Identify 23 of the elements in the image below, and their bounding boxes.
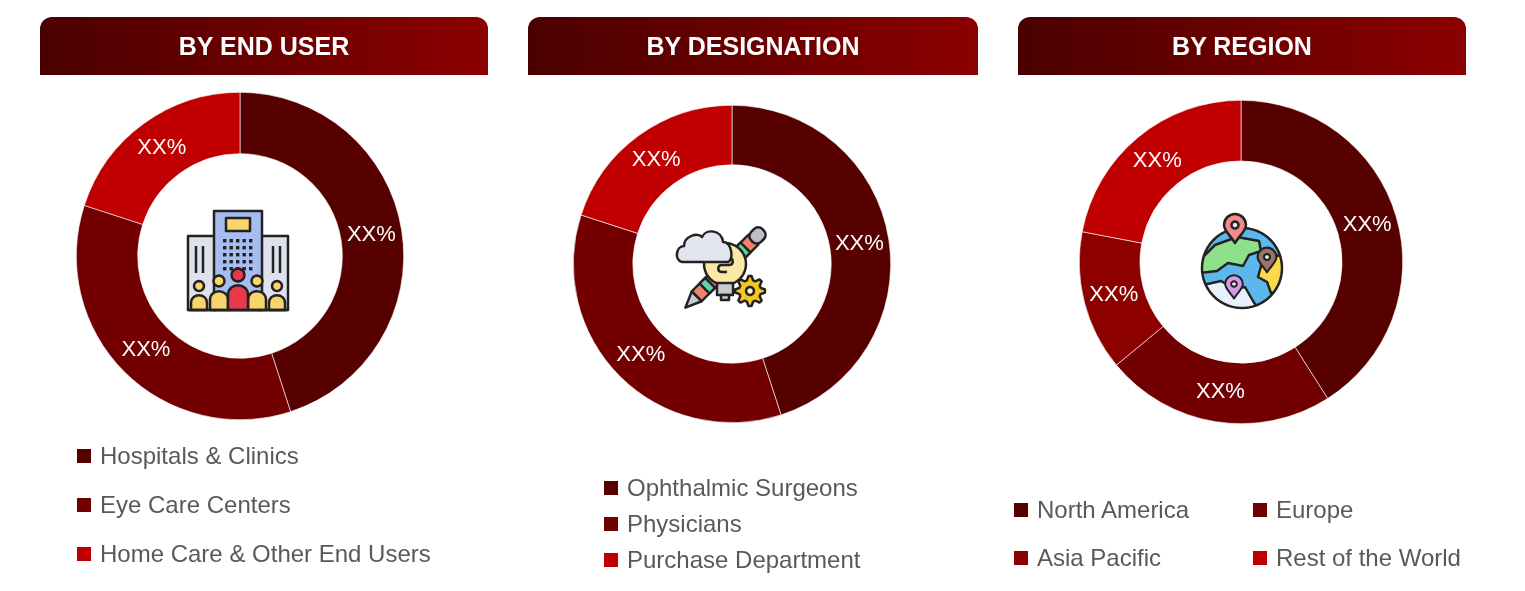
chart-title: BY END USER — [178, 31, 350, 61]
data-label: XX% — [137, 134, 187, 160]
data-label: XX% — [1195, 377, 1245, 403]
legend-label: Ophthalmic Surgeons — [627, 474, 858, 502]
data-label: XX% — [1089, 280, 1139, 306]
legend-label: Europe — [1276, 496, 1354, 524]
legend-label: Eye Care Centers — [100, 490, 291, 519]
data-label: XX% — [121, 336, 171, 362]
legend-label: Asia Pacific — [1037, 544, 1162, 572]
chart-title: BY DESIGNATION — [646, 31, 860, 61]
legend-label: Purchase Department — [627, 546, 861, 574]
data-label: XX% — [1132, 146, 1182, 172]
data-label: XX% — [631, 145, 681, 171]
legend-label: Physicians — [627, 510, 742, 538]
legend-label: Hospitals & Clinics — [100, 441, 299, 470]
data-label: XX% — [834, 229, 884, 255]
data-label: XX% — [1342, 211, 1392, 237]
legend-label: North America — [1037, 496, 1190, 524]
chart-title: BY REGION — [1172, 31, 1312, 61]
legend-label: Home Care & Other End Users — [100, 539, 431, 568]
data-label: XX% — [346, 221, 396, 247]
legend-label: Rest of the World — [1276, 544, 1461, 572]
data-label: XX% — [616, 341, 666, 367]
